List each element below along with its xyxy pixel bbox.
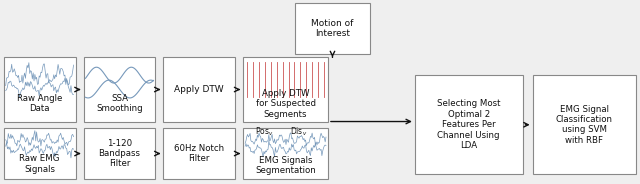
Text: Raw Angle
Data: Raw Angle Data [17,94,62,113]
FancyBboxPatch shape [83,57,156,122]
FancyBboxPatch shape [243,128,328,179]
Text: Pos$_v$: Pos$_v$ [255,125,274,138]
Text: Motion of
Interest: Motion of Interest [311,19,354,38]
Text: Apply DTW: Apply DTW [175,85,224,94]
Text: Raw EMG
Signals: Raw EMG Signals [19,154,60,174]
Text: Dis$_v$: Dis$_v$ [290,125,307,138]
FancyBboxPatch shape [163,57,235,122]
Text: Selecting Most
Optimal 2
Features Per
Channel Using
LDA: Selecting Most Optimal 2 Features Per Ch… [437,99,500,150]
FancyBboxPatch shape [4,128,76,179]
FancyBboxPatch shape [532,75,636,174]
Text: 1-120
Bandpass
Filter: 1-120 Bandpass Filter [99,139,140,168]
Text: Apply DTW
for Suspected
Segments: Apply DTW for Suspected Segments [255,89,316,119]
Text: 60Hz Notch
Filter: 60Hz Notch Filter [174,144,225,163]
Text: EMG Signal
Classification
using SVM
with RBF: EMG Signal Classification using SVM with… [556,105,613,145]
FancyBboxPatch shape [295,3,370,54]
FancyBboxPatch shape [83,128,156,179]
FancyBboxPatch shape [415,75,522,174]
FancyBboxPatch shape [243,57,328,122]
FancyBboxPatch shape [4,57,76,122]
Text: EMG Signals
Segmentation: EMG Signals Segmentation [255,156,316,175]
Text: SSA
Smoothing: SSA Smoothing [96,94,143,113]
FancyBboxPatch shape [163,128,235,179]
